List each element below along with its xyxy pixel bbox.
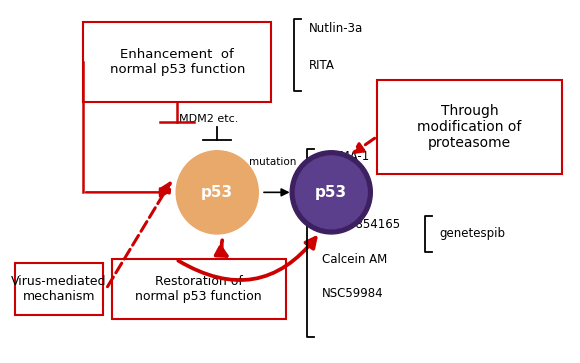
Text: PRIMA-1: PRIMA-1: [321, 150, 370, 163]
FancyBboxPatch shape: [84, 23, 271, 102]
Text: Through
modification of
proteasome: Through modification of proteasome: [418, 104, 522, 150]
Text: genetespib: genetespib: [440, 228, 506, 240]
FancyBboxPatch shape: [15, 263, 103, 315]
Text: MDM2 etc.: MDM2 etc.: [179, 114, 238, 124]
Text: Calcein AM: Calcein AM: [321, 253, 387, 266]
Text: RITA: RITA: [309, 58, 334, 72]
Ellipse shape: [290, 151, 372, 234]
Text: Enhancement  of
normal p53 function: Enhancement of normal p53 function: [110, 48, 245, 76]
Text: p53: p53: [315, 185, 347, 200]
Text: Virus-mediated
mechanism: Virus-mediated mechanism: [11, 275, 107, 303]
Text: Restoration of
normal p53 function: Restoration of normal p53 function: [135, 275, 262, 303]
Text: mutation: mutation: [249, 157, 297, 167]
Ellipse shape: [295, 156, 367, 229]
Text: JNJ-26854165: JNJ-26854165: [321, 219, 401, 231]
FancyBboxPatch shape: [377, 80, 562, 174]
Text: MIRA-1: MIRA-1: [321, 184, 362, 197]
Ellipse shape: [176, 151, 258, 234]
Text: p53: p53: [201, 185, 233, 200]
Text: NSC59984: NSC59984: [321, 287, 383, 300]
FancyBboxPatch shape: [112, 259, 286, 319]
Text: Nutlin-3a: Nutlin-3a: [309, 23, 362, 35]
